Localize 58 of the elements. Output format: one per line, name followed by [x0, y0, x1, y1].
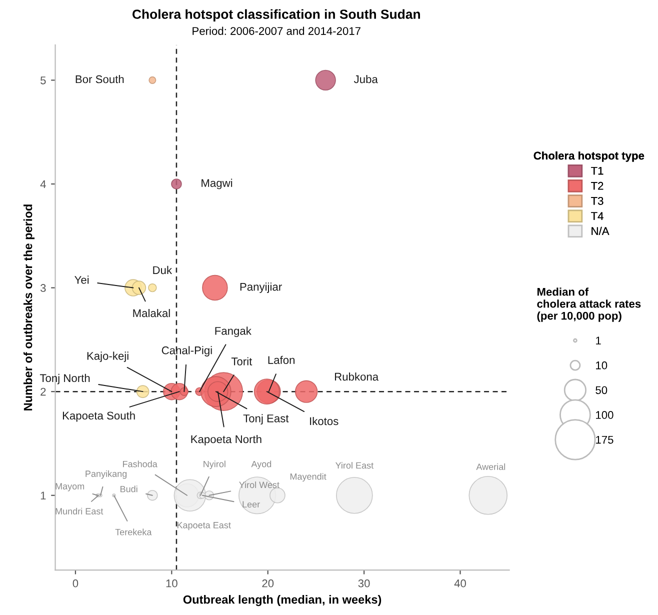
annotation: Juba — [354, 75, 378, 84]
x-tick-label: 10 — [166, 579, 178, 588]
annotation: Awerial — [476, 463, 506, 470]
x-tick-label: 40 — [454, 579, 466, 588]
annotation: Lafon — [268, 356, 294, 364]
annotation: Ayod — [251, 460, 272, 470]
y-axis-title: Number of outbreaks over the period — [24, 204, 35, 410]
x-tick-label: 30 — [358, 579, 370, 588]
annotation: Panyijiar — [240, 282, 282, 293]
annotation: Malakal — [133, 308, 170, 318]
text: Cholera hotspot type — [534, 151, 644, 162]
x-tick-label: 20 — [262, 579, 274, 588]
legend-label: N/A — [592, 226, 610, 236]
legend-label: 100 — [596, 411, 614, 419]
annotation: Yirol West — [239, 481, 280, 488]
y-tick-label: 1 — [40, 492, 46, 500]
x-tick-label: 0 — [72, 579, 78, 588]
legend-label: 1 — [596, 336, 601, 344]
annotation: Tonj East — [243, 414, 289, 425]
annotation: Fangak — [215, 326, 252, 338]
annotation: Mundri East — [56, 508, 104, 514]
annotation: Bor South — [76, 75, 124, 84]
annotation: Mayom — [56, 483, 84, 492]
y-tick-label: 5 — [40, 76, 46, 84]
legend-label: 175 — [596, 436, 614, 444]
chart-title: Cholera hotspot classification in South Sudan — [132, 9, 420, 22]
legend-label: T3 — [591, 196, 604, 205]
annotation: Magwi — [202, 178, 232, 190]
annotation: Nyirol — [204, 460, 226, 470]
annotation: Duk — [153, 266, 172, 274]
chart-subtitle: Period: 2006-2007 and 2014-2017 — [192, 26, 360, 35]
y-tick-label: 2 — [40, 388, 46, 396]
y-tick-label: 4 — [40, 180, 46, 188]
annotation: Rubkona — [335, 372, 379, 381]
annotation: Yei — [74, 276, 89, 284]
y-tick-label: 3 — [40, 284, 46, 292]
annotation: Mayendit — [290, 473, 326, 482]
legend-label: 50 — [596, 386, 608, 394]
annotation: Torit — [231, 357, 252, 366]
annotation: Leer — [242, 501, 260, 508]
annotation: Terekeka — [115, 528, 152, 536]
annotation: Fashoda — [123, 460, 158, 468]
annotation: Yirol East — [335, 462, 374, 469]
annotation: Canal-Pigi — [162, 346, 212, 356]
text: Median of cholera attack rates (per 10,000 pop) — [537, 288, 641, 322]
annotation: Budi — [120, 486, 138, 492]
x-axis-title: Outbreak length (median, in weeks) — [183, 595, 382, 606]
legend-label: T1 — [591, 166, 604, 175]
annotation: Kapoeta East — [177, 522, 231, 530]
annotation: Kapoeta South — [62, 411, 135, 422]
annotation: Tonj North — [40, 374, 90, 384]
annotation: Ikotos — [310, 416, 338, 426]
legend-label: 10 — [596, 361, 608, 370]
legend-label: T4 — [591, 212, 604, 220]
annotation: Kajo-keji — [87, 352, 128, 362]
annotation: Panyikang — [86, 470, 127, 479]
annotation: Kapoeta North — [191, 435, 262, 446]
legend-label: T2 — [591, 182, 604, 190]
